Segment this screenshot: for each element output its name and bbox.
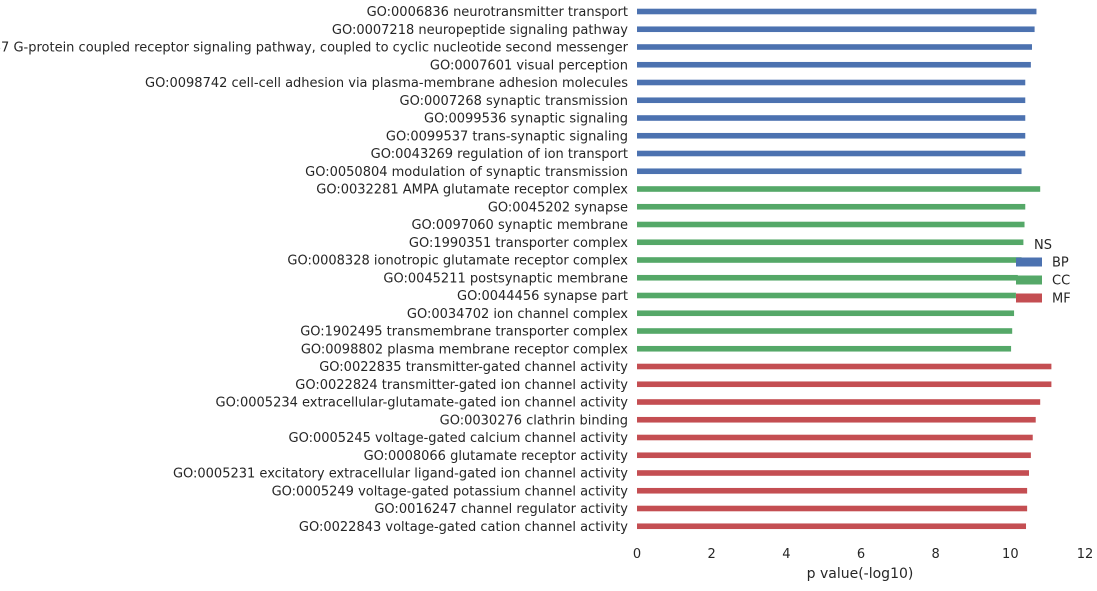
category-label: GO:0022835 transmitter-gated channel act… bbox=[319, 360, 628, 375]
x-tick-label: 6 bbox=[857, 547, 865, 562]
category-label: GO:0005249 voltage-gated potassium chann… bbox=[272, 484, 629, 499]
category-label: GO:0008066 glutamate receptor activity bbox=[364, 449, 629, 464]
x-axis-title: p value(-log10) bbox=[807, 566, 914, 582]
bar-mf bbox=[637, 416, 1036, 423]
bar-mf bbox=[637, 505, 1028, 512]
x-tick-label: 12 bbox=[1077, 547, 1094, 562]
category-label: GO:0099537 trans-synaptic signaling bbox=[386, 129, 628, 144]
bar-cc bbox=[637, 186, 1041, 192]
bar-cc bbox=[637, 257, 1022, 263]
legend-title: NS bbox=[1034, 238, 1052, 253]
x-tick-label: 0 bbox=[633, 547, 641, 562]
bar-bp bbox=[637, 44, 1032, 50]
x-tick-label: 8 bbox=[932, 547, 940, 562]
bar-bp bbox=[637, 79, 1026, 86]
category-label: GO:0098802 plasma membrane receptor comp… bbox=[301, 342, 628, 357]
bar-mf bbox=[637, 452, 1031, 459]
legend-label-cc: CC bbox=[1052, 274, 1070, 289]
category-label: GO:0098742 cell-cell adhesion via plasma… bbox=[145, 76, 628, 91]
category-label: GO:0044456 synapse part bbox=[457, 289, 628, 304]
bar-cc bbox=[637, 239, 1024, 246]
bar-mf bbox=[637, 381, 1052, 388]
bar-bp bbox=[637, 115, 1026, 121]
category-label: GO:0016247 channel regulator activity bbox=[374, 502, 628, 517]
bar-bp bbox=[637, 26, 1035, 33]
bar-bp bbox=[637, 132, 1026, 139]
legend-label-mf: MF bbox=[1052, 292, 1071, 307]
category-label: GO:0045202 synapse bbox=[488, 200, 628, 215]
category-label: GO:0097060 synaptic membrane bbox=[411, 218, 628, 233]
category-label: GO:0008328 ionotropic glutamate receptor… bbox=[287, 254, 628, 269]
bar-bp bbox=[637, 150, 1026, 157]
bar-cc bbox=[637, 292, 1016, 299]
bar-cc bbox=[637, 274, 1018, 281]
legend-swatch-mf bbox=[1016, 293, 1042, 303]
bar-mf bbox=[637, 434, 1033, 441]
category-label: GO:0007268 synaptic transmission bbox=[400, 94, 628, 109]
category-label: GO:0005231 excitatory extracellular liga… bbox=[173, 467, 628, 482]
bar-bp bbox=[637, 97, 1026, 104]
category-label: GO:0032281 AMPA glutamate receptor compl… bbox=[316, 183, 628, 198]
bar-bp bbox=[637, 168, 1022, 175]
category-label: GO:0030276 clathrin binding bbox=[440, 413, 628, 428]
bar-mf bbox=[637, 470, 1029, 476]
category-label: GO:0005245 voltage-gated calcium channel… bbox=[289, 431, 629, 446]
bar-mf bbox=[637, 363, 1052, 370]
legend: NS BP CC MF bbox=[1016, 238, 1071, 307]
category-label: GO:1990351 transporter complex bbox=[409, 236, 628, 251]
bar-cc bbox=[637, 345, 1012, 352]
category-label: GO:0034702 ion channel complex bbox=[407, 307, 628, 322]
bar-mf bbox=[637, 487, 1028, 494]
category-label: GO:0007187 G-protein coupled receptor si… bbox=[0, 41, 629, 56]
category-label: GO:1902495 transmembrane transporter com… bbox=[300, 325, 628, 340]
category-label: GO:0022843 voltage-gated cation channel … bbox=[299, 520, 628, 535]
legend-swatch-bp bbox=[1016, 257, 1042, 267]
category-label: GO:0099536 synaptic signaling bbox=[424, 112, 628, 127]
category-label: GO:0006836 neurotransmitter transport bbox=[367, 5, 628, 20]
bar-cc bbox=[637, 221, 1025, 228]
bar-cc bbox=[637, 203, 1026, 210]
category-label: GO:0045211 postsynaptic membrane bbox=[383, 271, 628, 286]
x-tick-label: 2 bbox=[708, 547, 716, 562]
category-label: GO:0007218 neuropeptide signaling pathwa… bbox=[332, 23, 628, 38]
legend-label-bp: BP bbox=[1052, 256, 1069, 271]
bar-mf bbox=[637, 523, 1027, 530]
category-label: GO:0022824 transmitter-gated ion channel… bbox=[295, 378, 628, 393]
bar-cc bbox=[637, 310, 1015, 317]
x-tick-label: 10 bbox=[1002, 547, 1019, 562]
bars-layer bbox=[637, 8, 1052, 530]
bar-mf bbox=[637, 399, 1041, 405]
category-label: GO:0043269 regulation of ion transport bbox=[371, 147, 628, 162]
category-label: GO:0005234 extracellular-glutamate-gated… bbox=[216, 396, 629, 411]
bar-cc bbox=[637, 328, 1013, 334]
bar-bp bbox=[637, 61, 1031, 68]
x-axis: 0 2 4 6 8 10 12 bbox=[633, 547, 1093, 562]
x-tick-label: 4 bbox=[782, 547, 790, 562]
bar-bp bbox=[637, 8, 1037, 15]
category-label: GO:0007601 visual perception bbox=[430, 58, 628, 73]
category-labels: GO:0006836 neurotransmitter transport GO:… bbox=[0, 5, 629, 535]
category-label: GO:0050804 modulation of synaptic transm… bbox=[305, 165, 628, 180]
legend-swatch-cc bbox=[1016, 275, 1042, 285]
